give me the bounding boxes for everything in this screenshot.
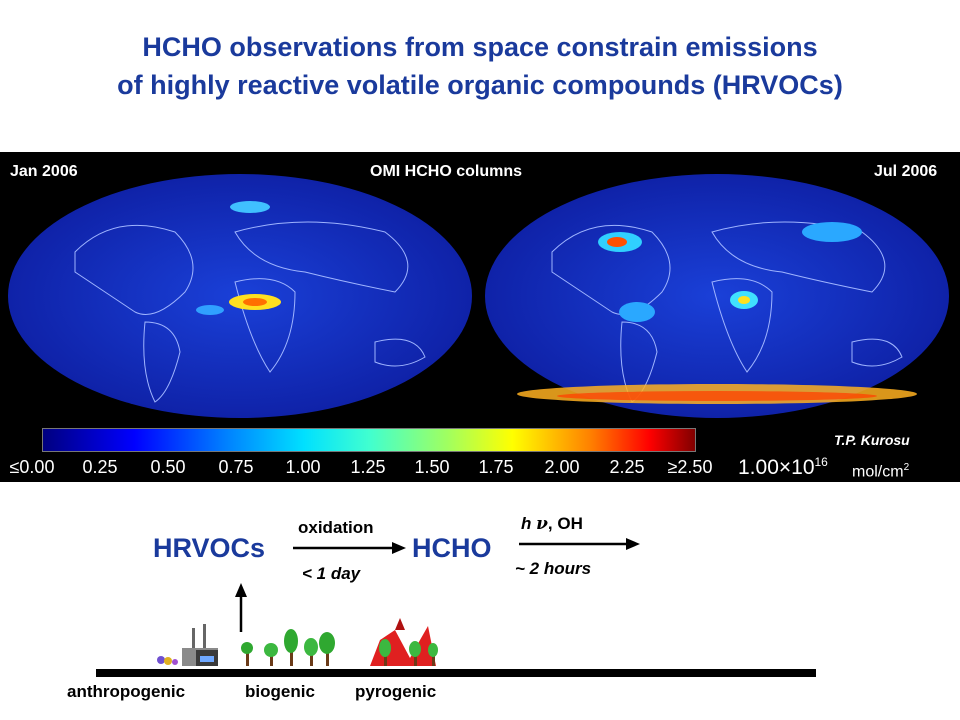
- slide-title: HCHO observations from space constrain e…: [0, 28, 960, 104]
- scale-factor: 1.00×1016: [738, 455, 828, 479]
- oxidation-label: oxidation: [298, 518, 374, 537]
- colorbar-tick: 0.25: [82, 457, 118, 477]
- time-1-day-label: < 1 day: [302, 564, 361, 583]
- anthropogenic-label: anthropogenic: [67, 682, 186, 701]
- colorbar-tick: 2.25: [609, 457, 645, 477]
- emission-up-arrow: [235, 583, 247, 632]
- jan-2006-map: [8, 174, 472, 418]
- trees-icon: [241, 629, 335, 666]
- unit-label: mol/cm2: [852, 462, 910, 481]
- title-line-1: HCHO observations from space constrain e…: [142, 32, 818, 62]
- colorbar-tick: 0.50: [150, 457, 186, 477]
- pyrogenic-label: pyrogenic: [355, 682, 437, 701]
- jul-2006-map: [485, 174, 949, 418]
- factory-icon: [157, 624, 218, 666]
- colorbar-tick: 1.25: [350, 457, 386, 477]
- panel-title: OMI HCHO columns: [370, 163, 523, 180]
- jul-label: Jul 2006: [874, 163, 938, 180]
- colorbar-tick: ≤0.00: [9, 457, 55, 477]
- diagram-graphics: [157, 538, 640, 666]
- title-line-2: of highly reactive volatile organic comp…: [117, 70, 843, 100]
- colorbar-tick: 1.75: [478, 457, 514, 477]
- hrvocs-label: HRVOCs: [153, 533, 266, 563]
- ground-line: [96, 669, 816, 677]
- biogenic-label: biogenic: [245, 682, 315, 701]
- photolysis-label: h ν, OH: [521, 514, 583, 534]
- time-2-hours-label: ~ 2 hours: [515, 559, 592, 578]
- photolysis-arrow: [519, 538, 640, 550]
- oxidation-arrow: [293, 542, 406, 554]
- colorbar-tick: 1.50: [414, 457, 450, 477]
- color-scale-bar: [42, 428, 696, 452]
- hcho-label: HCHO: [412, 533, 492, 563]
- colorbar-tick: ≥2.50: [667, 457, 713, 477]
- colorbar-tick: 1.00: [285, 457, 321, 477]
- credit-label: T.P. Kurosu: [834, 432, 910, 448]
- jan-label: Jan 2006: [10, 163, 78, 180]
- fire-icon: [370, 618, 438, 666]
- colorbar-tick: 2.00: [544, 457, 580, 477]
- maps-panel: Jan 2006 OMI HCHO columns Jul 2006: [0, 152, 960, 482]
- colorbar-tick: 0.75: [218, 457, 254, 477]
